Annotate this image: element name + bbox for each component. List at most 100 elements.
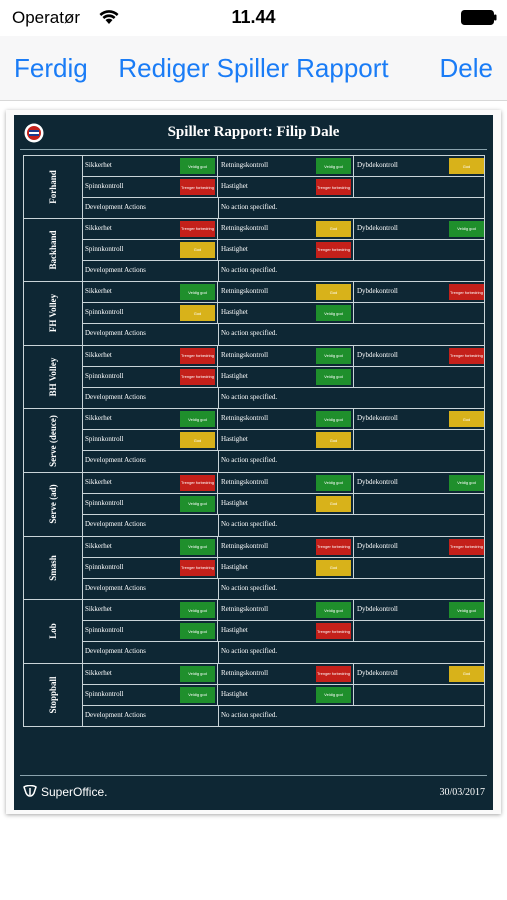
skill-label: Retningskontroll: [221, 414, 269, 423]
group-name: Forhand: [48, 170, 58, 204]
skill-label: Retningskontroll: [221, 287, 269, 296]
rating-badge: God: [180, 305, 215, 322]
rating-badge: Trenger forbedring: [449, 347, 484, 364]
rating-badge: Trenger forbedring: [180, 347, 215, 364]
group-name: BH Volley: [48, 357, 58, 397]
status-bar: Operatør 11.44: [0, 0, 507, 36]
table-cell: [354, 621, 486, 641]
skill-label: Spinnkontroll: [85, 562, 124, 571]
table-row: Spinnkontroll Veldig god Hastighet Trenger …: [82, 621, 486, 643]
skill-label: Dybdekontroll: [357, 350, 398, 359]
table-cell: Spinnkontroll Trenger forbedring: [82, 366, 218, 387]
table-cell: Spinnkontroll God: [82, 303, 218, 324]
table-cell: Dybdekontroll Veldig god: [354, 473, 486, 493]
table-row: Spinnkontroll Trenger forbedring Hastighet…: [82, 557, 486, 579]
skill-label: Hastighet: [221, 626, 248, 635]
rating-badge: Veldig god: [449, 474, 484, 491]
skill-label: Sikkerhet: [85, 161, 112, 169]
table-cell: Sikkerhet Veldig god: [82, 663, 218, 684]
skill-label: Hastighet: [221, 689, 248, 698]
table-row: Sikkerhet Veldig god Retningskontroll Veldi…: [82, 156, 484, 177]
rating-badge: Veldig god: [449, 220, 484, 237]
superoffice-logo-icon: [23, 785, 37, 797]
development-text: No action specified.: [221, 583, 278, 592]
table-row: Spinnkontroll God Hastighet Veldig god: [82, 303, 484, 325]
table-cell: Retningskontroll Veldig god: [218, 156, 354, 176]
table-cell: Hastighet Veldig god: [218, 366, 354, 387]
table-cell: [354, 240, 486, 260]
skill-label: Sikkerhet: [85, 668, 112, 677]
table-cell: Spinnkontroll Veldig god: [82, 621, 218, 642]
report-preview[interactable]: Spiller Rapport: Filip Dale Forhand Sikke…: [6, 110, 501, 814]
table-cell: [354, 367, 486, 387]
table-cell: Retningskontroll God: [218, 218, 354, 239]
development-label: Development Actions: [85, 456, 146, 465]
skill-group: Serve (deuce) Sikkerhet Veldig god Retnings…: [23, 409, 485, 473]
report-page: Spiller Rapport: Filip Dale Forhand Sikke…: [14, 115, 493, 810]
development-text: No action specified.: [221, 329, 278, 338]
group-name: Lob: [48, 623, 58, 640]
skill-label: Dybdekontroll: [357, 668, 398, 677]
table-row: Spinnkontroll Veldig god Hastighet Veldig g…: [82, 684, 484, 706]
table-row: Spinnkontroll Trenger forbedring Hastighet…: [82, 366, 486, 388]
skill-group: Forhand Sikkerhet Veldig god Retningskontro…: [23, 155, 485, 219]
skill-group: Stoppball Sikkerhet Veldig god Retningskont…: [23, 663, 485, 728]
skill-label: Retningskontroll: [221, 668, 269, 677]
table-cell: Sikkerhet Veldig god: [82, 600, 218, 621]
table-row: Sikkerhet Trenger forbedring Retningskontr…: [82, 472, 486, 494]
done-button[interactable]: Ferdig: [14, 53, 88, 83]
skill-label: Spinnkontroll: [85, 626, 124, 635]
table-cell: [354, 430, 486, 450]
table-row: Sikkerhet Veldig god Retningskontroll Veldi…: [82, 600, 484, 622]
table-row: Spinnkontroll Trenger forbedring Hastighet…: [82, 177, 484, 198]
rating-badge: Trenger forbedring: [316, 538, 351, 555]
development-label: Development Actions: [85, 710, 146, 719]
rating-badge: Veldig god: [449, 602, 484, 619]
rating-badge: Trenger forbedring: [449, 538, 484, 555]
skill-label: Hastighet: [221, 371, 248, 380]
rating-badge: Veldig god: [316, 602, 351, 619]
rating-badge: Veldig god: [180, 284, 215, 301]
table-cell: Spinnkontroll God: [82, 430, 218, 451]
rating-badge: God: [316, 284, 351, 301]
cell-divider: [218, 705, 219, 727]
table-cell: [354, 558, 486, 578]
carrier-label: Operatør: [12, 8, 81, 27]
table-cell: Retningskontroll God: [218, 282, 354, 303]
table-cell: Dybdekontroll God: [354, 409, 486, 429]
table-row: Sikkerhet Trenger forbedring Retningskontr…: [82, 218, 484, 240]
rating-badge: Trenger forbedring: [180, 368, 215, 385]
report-date: 30/03/2017: [439, 787, 485, 798]
development-text: No action specified.: [221, 456, 278, 465]
development-label: Development Actions: [85, 265, 146, 274]
table-cell: Sikkerhet Veldig god: [82, 282, 218, 303]
cell-divider: [218, 514, 219, 536]
share-button[interactable]: Dele: [439, 53, 493, 83]
development-label: Development Actions: [85, 647, 146, 656]
rating-badge: God: [316, 495, 351, 512]
table-row: Spinnkontroll God Hastighet Trenger forbedr…: [82, 239, 486, 261]
table-row: Sikkerhet Trenger forbedring Retningskontr…: [82, 345, 484, 367]
skill-label: Sikkerhet: [85, 605, 112, 614]
rating-badge: God: [180, 241, 215, 258]
group-label: Serve (ad): [24, 472, 83, 536]
skill-label: Sikkerhet: [85, 477, 112, 486]
development-text: No action specified.: [221, 265, 278, 274]
skill-label: Sikkerhet: [85, 223, 112, 232]
skill-label: Dybdekontroll: [357, 605, 398, 614]
table-cell: Hastighet God: [218, 493, 354, 514]
group-label: Forhand: [24, 156, 83, 218]
table-cell: Hastighet Veldig god: [218, 684, 354, 705]
rating-badge: God: [180, 432, 215, 449]
table-cell: Dybdekontroll God: [354, 156, 486, 176]
development-row: Development Actions No action specified.: [82, 514, 484, 536]
table-cell: Hastighet Veldig god: [218, 303, 354, 324]
navigation-bar: Ferdig Rediger Spiller Rapport Dele: [0, 36, 507, 101]
table-cell: Sikkerhet Veldig god: [82, 536, 218, 557]
skill-label: Retningskontroll: [221, 605, 269, 614]
skill-group: Smash Sikkerhet Veldig god Retningskontroll…: [23, 536, 486, 601]
page-title: Rediger Spiller Rapport: [118, 53, 389, 83]
table-cell: Dybdekontroll Trenger forbedring: [354, 537, 486, 557]
cell-divider: [218, 324, 219, 346]
table-cell: Retningskontroll Veldig god: [218, 600, 354, 621]
